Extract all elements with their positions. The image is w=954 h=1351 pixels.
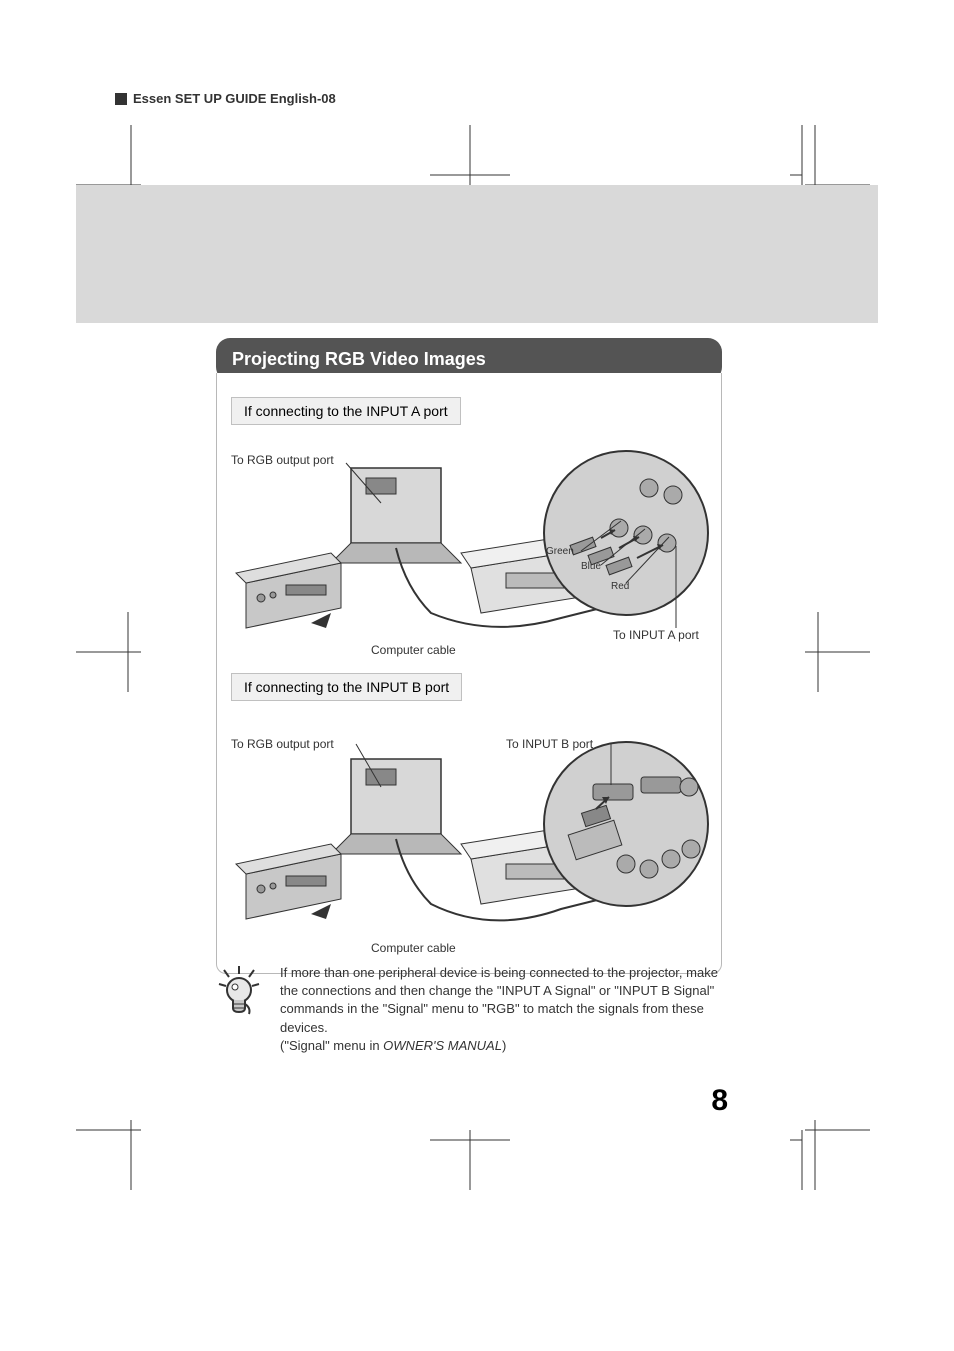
tip-body-2-suffix: ) <box>502 1038 506 1053</box>
label-blue: Blue <box>581 561 601 572</box>
label-red: Red <box>611 581 629 592</box>
diagram-container: If connecting to the INPUT A port <box>216 373 722 974</box>
banner-gray <box>76 185 878 323</box>
subtitle-input-b: If connecting to the INPUT B port <box>231 673 462 701</box>
label-cable-b: Computer cable <box>371 941 456 955</box>
page-number: 8 <box>711 1084 728 1118</box>
label-cable-a: Computer cable <box>371 643 456 657</box>
content-main: Projecting RGB Video Images If connectin… <box>216 338 722 982</box>
tip-text: If more than one peripheral device is be… <box>280 964 722 1055</box>
tip-body-2-prefix: ("Signal" menu in <box>280 1038 383 1053</box>
crop-mark-mid-left <box>76 612 156 692</box>
label-rgb-output-b: To RGB output port <box>231 737 334 751</box>
tip-body-1: If more than one peripheral device is be… <box>280 965 718 1035</box>
label-green: Green <box>546 546 574 557</box>
label-input-a-port: To INPUT A port <box>613 628 699 642</box>
subtitle-input-a: If connecting to the INPUT A port <box>231 397 461 425</box>
tip-body-2-em: OWNER'S MANUAL <box>383 1038 502 1053</box>
diagram-input-b: To RGB output port To INPUT B port Compu… <box>231 709 707 959</box>
doc-header: Essen SET UP GUIDE English-08 <box>115 91 336 106</box>
tip-lightbulb-icon <box>216 964 262 1055</box>
header-text: Essen SET UP GUIDE English-08 <box>133 91 336 106</box>
header-square-icon <box>115 93 127 105</box>
crop-mark-mid-right <box>790 612 870 692</box>
diagram-input-a: To RGB output port Green Blue Red To INP… <box>231 433 707 663</box>
label-rgb-output-a: To RGB output port <box>231 453 334 467</box>
label-input-b-port: To INPUT B port <box>506 737 593 751</box>
crop-mark-bot-left <box>76 1110 156 1190</box>
crop-mark-bot-center <box>430 1110 510 1190</box>
tip-block: If more than one peripheral device is be… <box>216 964 722 1055</box>
crop-mark-bot-right <box>790 1110 870 1190</box>
